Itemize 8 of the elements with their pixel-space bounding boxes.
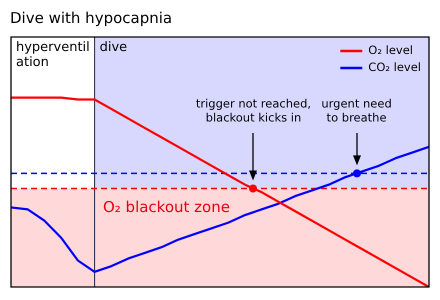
band-label: O₂ blackout zone <box>102 198 230 216</box>
legend-label: CO₂ level <box>368 60 422 74</box>
annotation: trigger not reached, blackout kicks in <box>196 96 312 125</box>
text: dive <box>100 40 128 55</box>
annotation: urgent need to breathe <box>321 96 392 125</box>
legend-label: O₂ level <box>368 42 413 57</box>
chart-title: Dive with hypocapnia <box>10 9 172 27</box>
text: hyperventilation <box>16 40 90 70</box>
